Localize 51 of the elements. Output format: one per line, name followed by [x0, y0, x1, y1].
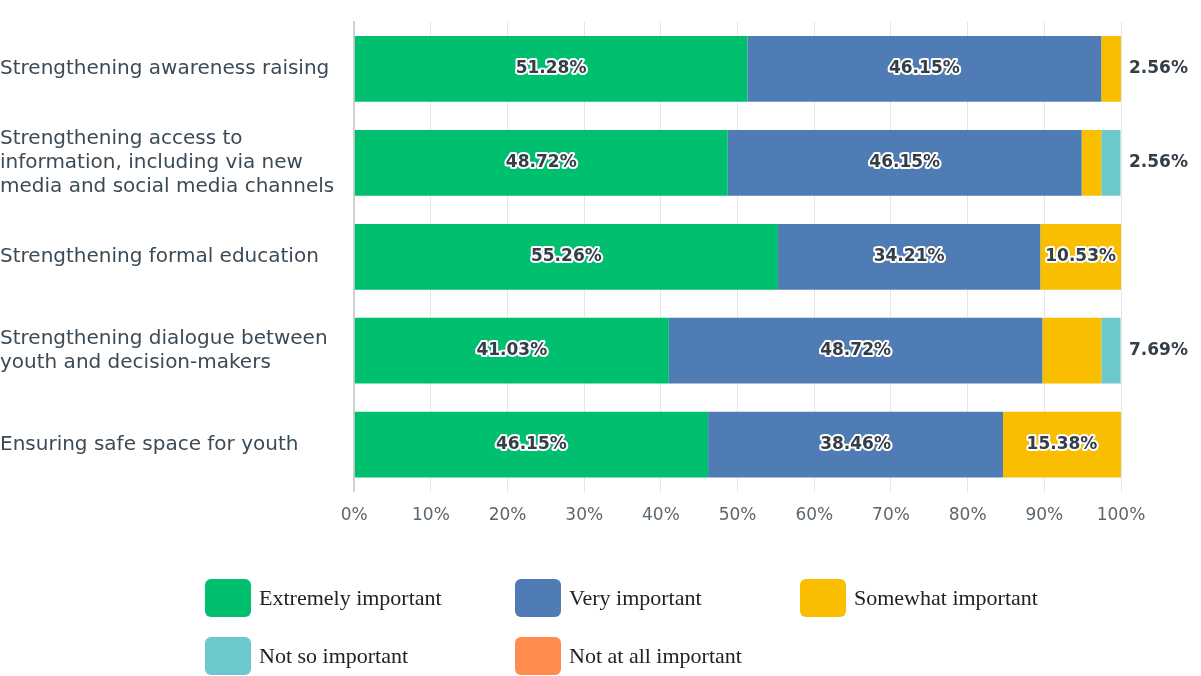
bar — [727, 130, 1082, 196]
bar — [747, 36, 1102, 102]
x-tick-label: 20% — [488, 504, 527, 525]
data-label: 38.46% — [820, 433, 891, 454]
legend-label: Somewhat important — [854, 585, 1038, 611]
bar — [1101, 36, 1121, 102]
x-tick-label: 50% — [718, 504, 757, 525]
legend-label: Very important — [569, 585, 702, 611]
y-tick-label: Strengthening access to information, including via new media and social media channels — [0, 125, 335, 198]
bar — [708, 411, 1003, 478]
legend-label: Not so important — [259, 643, 409, 669]
legend-label: Not at all important — [569, 643, 742, 669]
y-tick-label: Ensuring safe space for youth — [0, 430, 299, 455]
bar — [354, 223, 778, 290]
x-tick-label: 70% — [872, 504, 910, 525]
y-tick-label: Strengthening awareness raising — [0, 55, 330, 80]
x-tick-label: 10% — [412, 504, 450, 525]
x-tick-label: 30% — [565, 504, 604, 525]
data-label: 34.21% — [873, 245, 945, 266]
x-tick-label: 0% — [340, 504, 368, 525]
x-tick-label: 40% — [642, 504, 680, 525]
data-label: 48.72% — [505, 151, 577, 172]
legend-label: Extremely important — [259, 585, 442, 611]
bar — [668, 317, 1043, 384]
y-tick-label: Strengthening formal education — [0, 243, 319, 267]
bar — [354, 317, 669, 384]
data-label: 2.56% — [1129, 57, 1188, 78]
bar — [777, 223, 1041, 290]
data-label: 46.15% — [888, 57, 960, 78]
data-label: 10.53% — [1045, 245, 1117, 266]
x-tick-label: 80% — [948, 504, 987, 525]
bar — [1101, 317, 1121, 384]
bar — [1101, 130, 1121, 196]
data-label: 51.28% — [515, 57, 587, 78]
x-tick-label: 100% — [1096, 504, 1146, 525]
data-label: 48.72% — [820, 339, 892, 360]
data-label: 15.38% — [1026, 433, 1098, 454]
data-label: 46.15% — [869, 151, 941, 172]
x-tick-label: 60% — [795, 504, 834, 525]
data-label: 55.26% — [530, 245, 602, 266]
data-label: 2.56% — [1129, 151, 1188, 172]
x-tick-label: 90% — [1025, 504, 1064, 525]
data-label: 41.03% — [476, 339, 548, 360]
bar — [1042, 317, 1102, 384]
y-tick-label: Strengthening dialogue between youth and decision-makers — [0, 324, 328, 373]
data-label: 46.15% — [496, 433, 567, 454]
bar — [354, 36, 748, 102]
bar — [354, 130, 728, 196]
data-label: 7.69% — [1129, 339, 1188, 360]
bar — [1081, 130, 1102, 196]
bar — [354, 411, 709, 478]
